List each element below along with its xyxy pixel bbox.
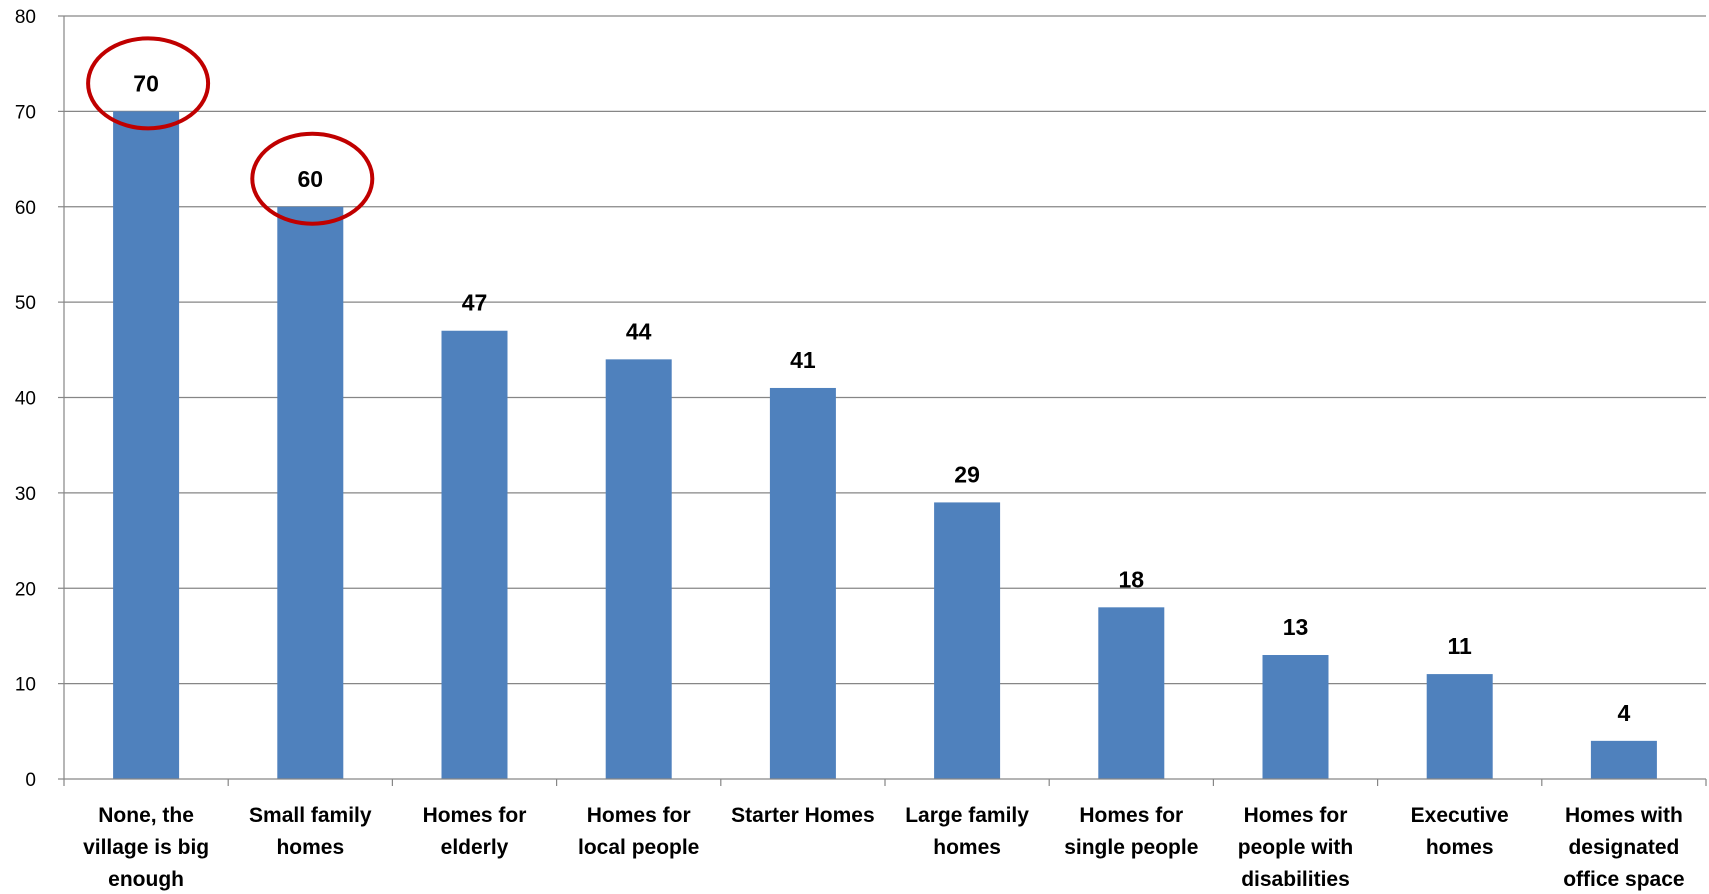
bar [1426,674,1493,779]
data-labels: 70 60 47 44 41 29 18 13 11 4 [133,70,1630,725]
x-category-label: homes [276,836,344,859]
bar [277,206,344,779]
data-label: 29 [954,461,980,487]
x-category-label: office space [1563,868,1684,891]
x-category-label: Executive [1411,804,1509,827]
x-category-label: disabilities [1241,868,1350,891]
x-category-label: people with [1238,836,1354,859]
y-tick-label: 70 [15,102,36,123]
bar [934,502,1001,779]
y-tick-label: 30 [15,484,36,505]
data-label: 47 [462,290,488,316]
x-category-label: Starter Homes [731,804,875,827]
bar [769,387,836,779]
data-label: 44 [626,318,652,344]
x-category-label: homes [1426,836,1494,859]
y-tick-label: 40 [15,389,36,410]
x-category-label: single people [1064,836,1198,859]
x-category-label: homes [933,836,1001,859]
x-category-label: enough [108,868,184,891]
bar [441,330,508,779]
bar [1262,655,1329,779]
axes [58,15,1707,786]
x-category-label: local people [578,836,699,859]
data-label: 13 [1283,614,1309,640]
x-category-label: Small family [249,804,372,827]
data-label: 18 [1119,566,1145,592]
data-label: 41 [790,347,816,373]
x-category-label: Homes with [1565,804,1683,827]
bars [113,111,1657,779]
y-axis-ticks: 0 10 20 30 40 50 60 70 80 [15,7,36,791]
x-axis-labels: None, the village is big enough Small famil… [83,804,1685,891]
bar [605,359,672,779]
data-label: 60 [298,166,324,192]
highlight-circle [86,36,211,131]
highlight-circle [250,131,375,226]
bar [113,111,180,779]
x-category-label: elderly [441,836,509,859]
x-category-label: Homes for [1244,804,1348,827]
x-category-label: designated [1568,836,1679,859]
y-tick-label: 60 [15,198,36,219]
highlight-circles [86,36,375,226]
y-tick-label: 50 [15,293,36,314]
x-category-label: Homes for [587,804,691,827]
data-label: 4 [1618,700,1631,726]
bar [1590,740,1657,779]
x-category-label: Homes for [423,804,527,827]
y-tick-label: 0 [25,770,36,791]
y-tick-label: 80 [15,7,36,28]
data-label: 11 [1448,633,1473,659]
y-tick-label: 10 [15,675,36,696]
y-tick-label: 20 [15,579,36,600]
x-category-label: None, the [98,804,194,827]
data-label: 70 [133,70,159,96]
x-category-label: Large family [905,804,1029,827]
x-category-label: village is big [83,836,209,859]
x-category-label: Homes for [1079,804,1183,827]
bar [1098,607,1165,779]
